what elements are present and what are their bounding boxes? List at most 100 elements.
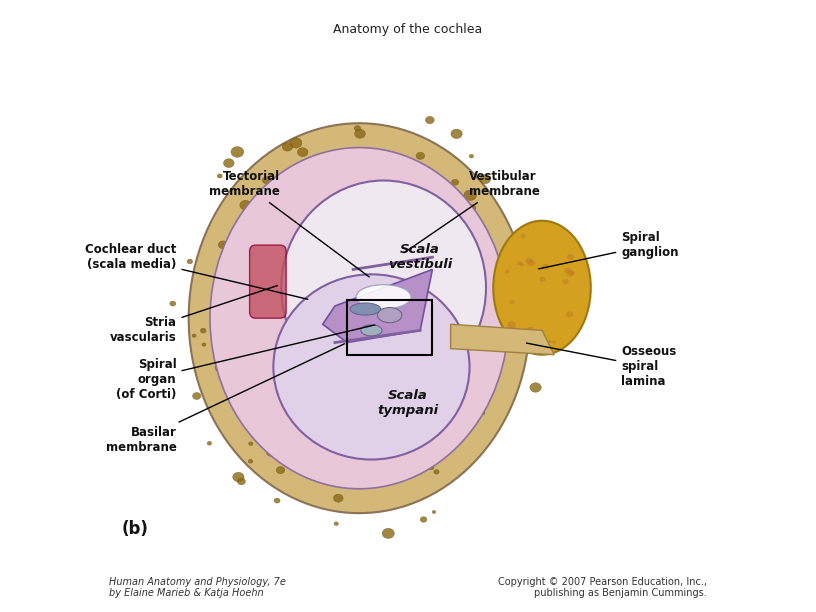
Ellipse shape bbox=[317, 467, 330, 478]
Ellipse shape bbox=[451, 129, 462, 138]
Ellipse shape bbox=[334, 494, 343, 502]
Ellipse shape bbox=[566, 270, 574, 277]
Ellipse shape bbox=[569, 271, 574, 275]
Ellipse shape bbox=[480, 174, 490, 184]
Ellipse shape bbox=[508, 321, 516, 328]
Text: Copyright © 2007 Pearson Education, Inc.,
publishing as Benjamin Cummings.: Copyright © 2007 Pearson Education, Inc.… bbox=[498, 577, 707, 599]
Ellipse shape bbox=[468, 205, 476, 211]
Ellipse shape bbox=[534, 269, 541, 274]
Text: Cochlear duct
(scala media): Cochlear duct (scala media) bbox=[85, 243, 308, 299]
Ellipse shape bbox=[207, 441, 211, 445]
Ellipse shape bbox=[308, 159, 317, 168]
Ellipse shape bbox=[517, 296, 523, 300]
Ellipse shape bbox=[273, 274, 469, 460]
Ellipse shape bbox=[532, 307, 542, 315]
Ellipse shape bbox=[523, 238, 533, 246]
Ellipse shape bbox=[531, 333, 537, 338]
Ellipse shape bbox=[521, 234, 526, 238]
Text: Human Anatomy and Physiology, 7e
by Elaine Marieb & Katja Hoehn: Human Anatomy and Physiology, 7e by Elai… bbox=[109, 577, 286, 599]
Ellipse shape bbox=[539, 277, 545, 282]
Ellipse shape bbox=[566, 312, 574, 317]
Ellipse shape bbox=[517, 261, 522, 266]
Ellipse shape bbox=[480, 411, 485, 415]
Ellipse shape bbox=[188, 123, 530, 513]
Ellipse shape bbox=[382, 528, 394, 539]
Ellipse shape bbox=[231, 147, 244, 157]
Text: Osseous
spiral
lamina: Osseous spiral lamina bbox=[526, 343, 676, 389]
Ellipse shape bbox=[219, 241, 228, 249]
Ellipse shape bbox=[469, 154, 473, 158]
FancyBboxPatch shape bbox=[250, 245, 286, 318]
Text: Scala
tympani: Scala tympani bbox=[378, 389, 438, 417]
Ellipse shape bbox=[354, 129, 366, 138]
Ellipse shape bbox=[202, 343, 206, 346]
Ellipse shape bbox=[290, 138, 302, 148]
Ellipse shape bbox=[282, 181, 486, 395]
Ellipse shape bbox=[425, 116, 434, 124]
Ellipse shape bbox=[193, 392, 201, 400]
Ellipse shape bbox=[378, 307, 402, 323]
Ellipse shape bbox=[552, 340, 557, 344]
Bar bbox=[347, 300, 432, 355]
Ellipse shape bbox=[334, 522, 339, 526]
Ellipse shape bbox=[564, 267, 571, 273]
Text: Vestibular
membrane: Vestibular membrane bbox=[404, 170, 540, 253]
Ellipse shape bbox=[187, 259, 193, 264]
Ellipse shape bbox=[361, 325, 382, 336]
Ellipse shape bbox=[530, 382, 541, 392]
Text: Tectorial
membrane: Tectorial membrane bbox=[209, 170, 369, 277]
Ellipse shape bbox=[420, 517, 427, 522]
Ellipse shape bbox=[277, 466, 285, 474]
Ellipse shape bbox=[265, 185, 277, 195]
Ellipse shape bbox=[542, 264, 549, 269]
Ellipse shape bbox=[217, 174, 222, 178]
Ellipse shape bbox=[520, 263, 525, 266]
Ellipse shape bbox=[241, 414, 246, 418]
Ellipse shape bbox=[416, 152, 424, 160]
Ellipse shape bbox=[562, 279, 569, 285]
Text: Scala
vestibuli: Scala vestibuli bbox=[388, 243, 452, 271]
Ellipse shape bbox=[460, 214, 470, 222]
Ellipse shape bbox=[357, 285, 411, 309]
Ellipse shape bbox=[248, 460, 253, 463]
Ellipse shape bbox=[192, 334, 196, 337]
Text: Spiral
ganglion: Spiral ganglion bbox=[539, 231, 679, 269]
Ellipse shape bbox=[526, 258, 533, 264]
Ellipse shape bbox=[274, 498, 280, 503]
Ellipse shape bbox=[297, 147, 308, 157]
Polygon shape bbox=[322, 269, 432, 343]
Text: Basilar
membrane: Basilar membrane bbox=[105, 344, 344, 454]
Ellipse shape bbox=[526, 327, 534, 334]
Ellipse shape bbox=[215, 362, 228, 373]
Ellipse shape bbox=[464, 190, 477, 201]
Ellipse shape bbox=[220, 318, 226, 324]
Ellipse shape bbox=[494, 221, 591, 355]
Ellipse shape bbox=[548, 340, 552, 343]
Text: Anatomy of the cochlea: Anatomy of the cochlea bbox=[334, 23, 482, 35]
Ellipse shape bbox=[401, 163, 408, 169]
Ellipse shape bbox=[170, 301, 175, 306]
Polygon shape bbox=[450, 324, 554, 355]
Ellipse shape bbox=[201, 328, 206, 333]
Ellipse shape bbox=[428, 465, 434, 470]
Ellipse shape bbox=[246, 422, 250, 426]
Text: Spiral
organ
(of Corti): Spiral organ (of Corti) bbox=[116, 325, 375, 401]
Ellipse shape bbox=[375, 154, 381, 159]
Ellipse shape bbox=[240, 200, 251, 210]
Text: Stria
vascularis: Stria vascularis bbox=[109, 286, 277, 345]
Ellipse shape bbox=[434, 469, 439, 474]
Ellipse shape bbox=[249, 442, 253, 446]
Ellipse shape bbox=[266, 448, 277, 457]
Ellipse shape bbox=[567, 254, 574, 260]
Ellipse shape bbox=[515, 264, 525, 273]
Ellipse shape bbox=[233, 472, 244, 482]
Ellipse shape bbox=[325, 157, 335, 165]
Ellipse shape bbox=[451, 179, 459, 185]
Ellipse shape bbox=[282, 143, 293, 151]
Ellipse shape bbox=[224, 159, 234, 168]
Ellipse shape bbox=[510, 300, 515, 304]
Text: (b): (b) bbox=[122, 520, 149, 537]
Ellipse shape bbox=[432, 510, 436, 513]
Ellipse shape bbox=[519, 329, 527, 336]
Ellipse shape bbox=[224, 254, 233, 261]
